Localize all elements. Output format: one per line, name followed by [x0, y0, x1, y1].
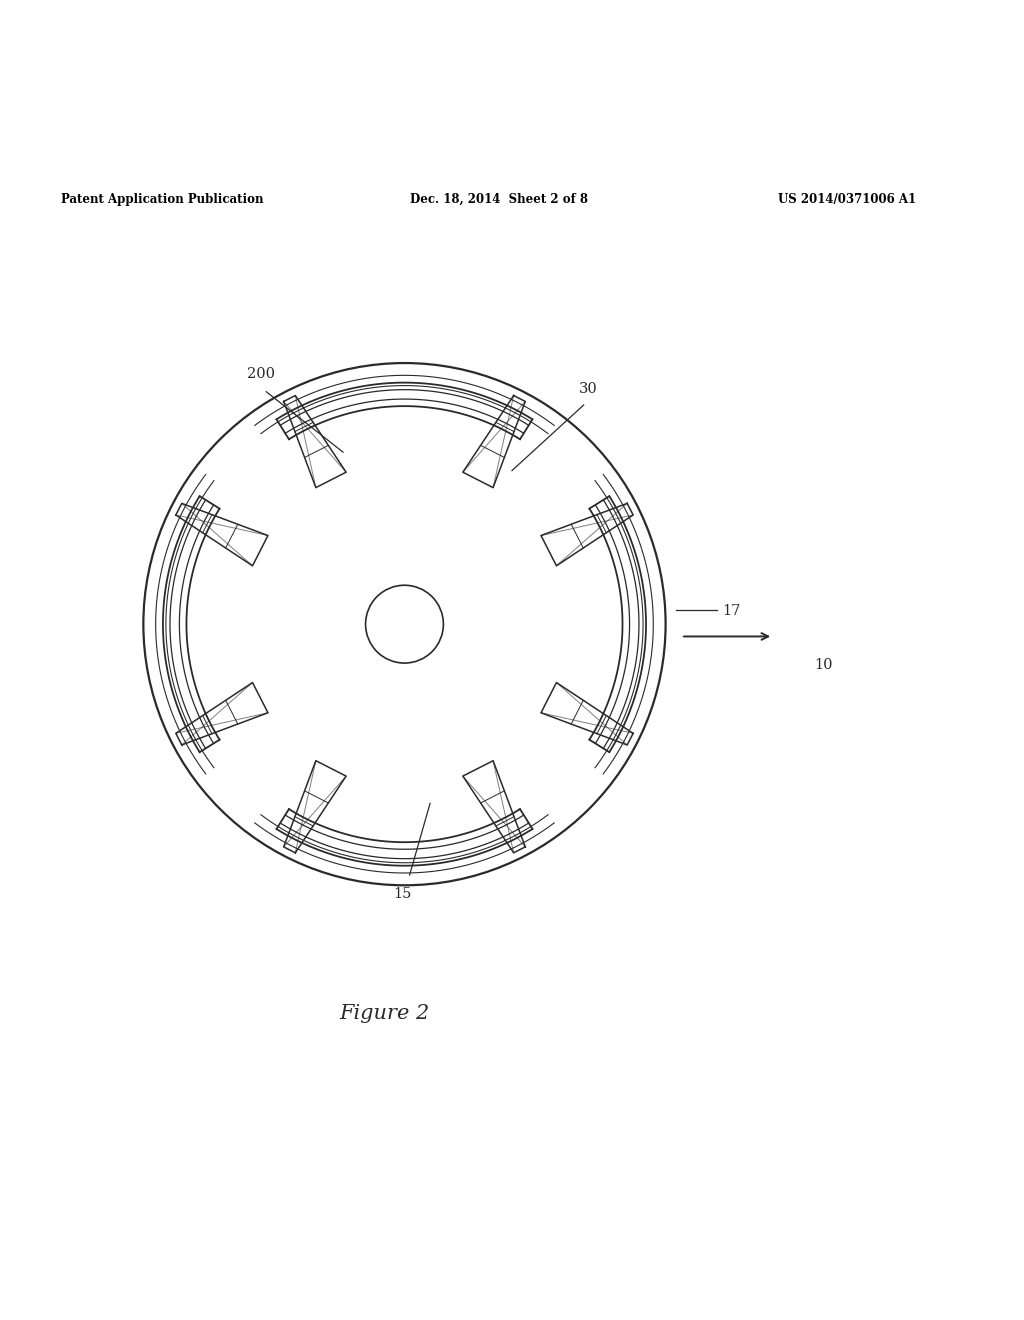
- Text: 200: 200: [247, 367, 275, 381]
- Text: 10: 10: [814, 659, 833, 672]
- Text: Figure 2: Figure 2: [339, 1003, 429, 1023]
- Text: 17: 17: [722, 603, 740, 618]
- Text: Dec. 18, 2014  Sheet 2 of 8: Dec. 18, 2014 Sheet 2 of 8: [410, 193, 588, 206]
- Text: 15: 15: [393, 887, 412, 902]
- Text: Patent Application Publication: Patent Application Publication: [61, 193, 264, 206]
- Text: US 2014/0371006 A1: US 2014/0371006 A1: [778, 193, 916, 206]
- Text: 30: 30: [579, 381, 597, 396]
